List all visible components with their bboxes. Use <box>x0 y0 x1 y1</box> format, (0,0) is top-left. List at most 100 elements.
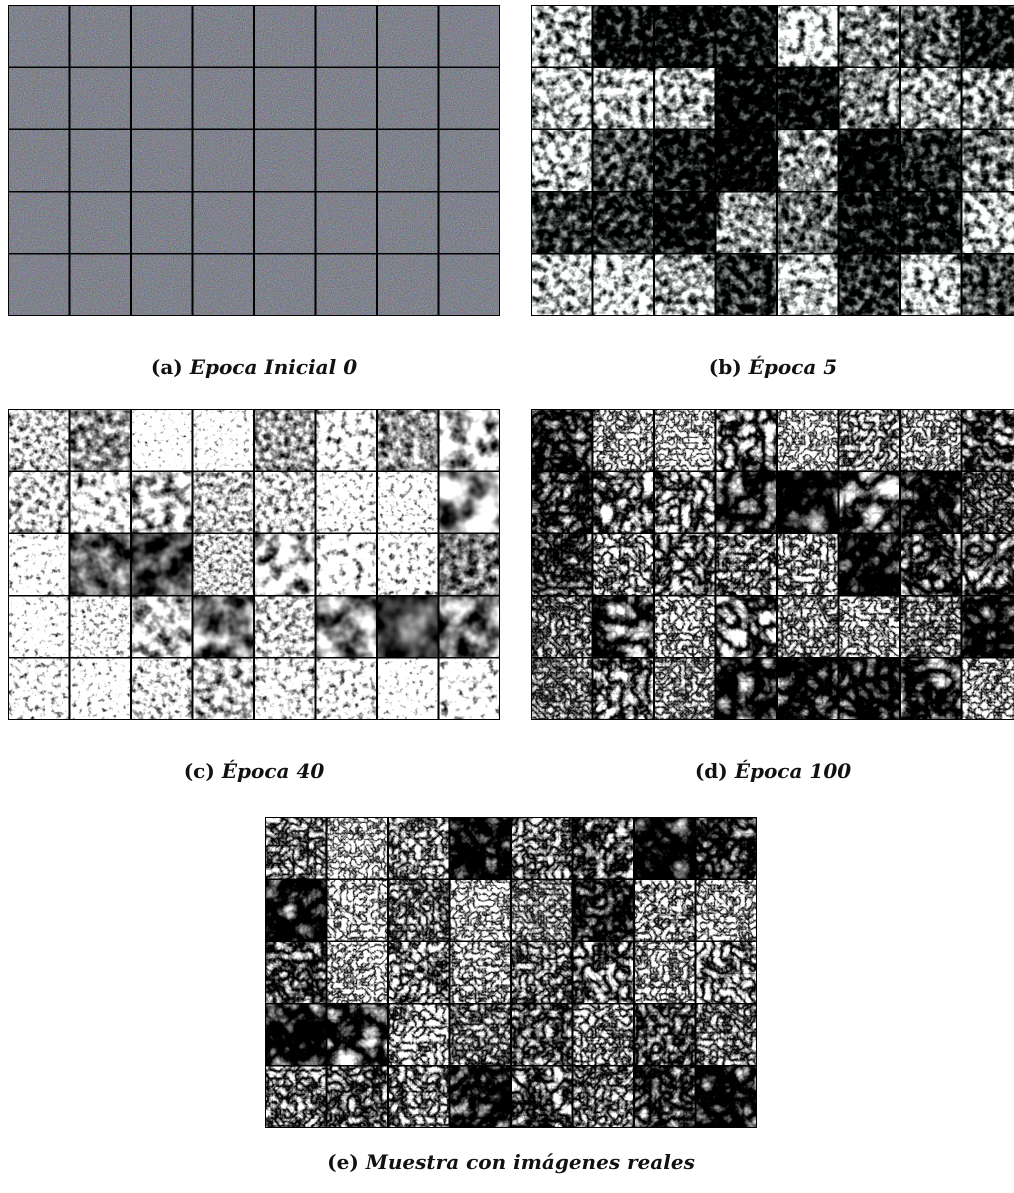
generated-image <box>840 130 900 190</box>
generated-image <box>194 6 254 66</box>
generated-image <box>594 6 654 66</box>
generated-image <box>451 880 511 940</box>
generated-image <box>963 193 1014 253</box>
generated-image <box>697 880 757 940</box>
generated-image <box>132 68 192 128</box>
caption-text: Muestra con imágenes reales <box>366 1150 695 1174</box>
generated-image <box>512 818 572 878</box>
generated-image <box>389 818 449 878</box>
generated-image <box>717 193 777 253</box>
generated-image <box>71 410 131 470</box>
generated-image <box>963 597 1014 657</box>
generated-image <box>9 659 69 719</box>
generated-image <box>635 818 695 878</box>
generated-image <box>717 597 777 657</box>
generated-image <box>697 942 757 1002</box>
generated-image <box>378 130 438 190</box>
generated-image <box>378 255 438 315</box>
caption: (c) Época 40 <box>8 759 500 783</box>
figure-page: (a) Epoca Inicial 0 (b) Época 5 (c) Époc… <box>0 0 1014 1193</box>
generated-image <box>378 597 438 657</box>
caption: (b) Época 5 <box>527 355 1014 379</box>
generated-image <box>901 255 961 315</box>
generated-image <box>132 410 192 470</box>
generated-image <box>317 193 377 253</box>
generated-image <box>255 6 315 66</box>
generated-image <box>901 597 961 657</box>
generated-image <box>317 6 377 66</box>
generated-image <box>532 255 592 315</box>
generated-image <box>901 410 961 470</box>
generated-image <box>840 534 900 594</box>
generated-image <box>266 818 326 878</box>
generated-image <box>840 193 900 253</box>
generated-image <box>963 68 1014 128</box>
generated-image <box>9 6 69 66</box>
generated-image <box>594 130 654 190</box>
generated-image <box>574 880 634 940</box>
generated-image <box>655 6 715 66</box>
generated-image <box>9 130 69 190</box>
generated-image <box>389 942 449 1002</box>
generated-image <box>635 942 695 1002</box>
generated-image <box>378 659 438 719</box>
generated-image <box>717 68 777 128</box>
generated-image <box>194 193 254 253</box>
generated-image <box>778 597 838 657</box>
generated-image <box>717 130 777 190</box>
generated-image <box>328 1067 388 1127</box>
generated-image <box>655 255 715 315</box>
generated-image <box>317 659 377 719</box>
generated-image <box>255 659 315 719</box>
generated-image <box>440 410 500 470</box>
generated-image <box>778 410 838 470</box>
generated-image <box>512 880 572 940</box>
generated-image <box>655 472 715 532</box>
generated-image <box>717 6 777 66</box>
generated-image <box>317 597 377 657</box>
generated-image <box>717 534 777 594</box>
generated-image <box>778 659 838 719</box>
generated-image <box>9 255 69 315</box>
generated-image <box>317 472 377 532</box>
generated-image <box>440 659 500 719</box>
generated-image <box>594 410 654 470</box>
generated-image <box>778 472 838 532</box>
generated-image <box>317 68 377 128</box>
generated-image <box>655 410 715 470</box>
generated-image <box>840 255 900 315</box>
generated-image <box>840 68 900 128</box>
generated-image <box>655 659 715 719</box>
generated-image <box>440 597 500 657</box>
caption-text: Época 40 <box>222 759 325 783</box>
generated-image <box>635 1005 695 1065</box>
generated-image <box>451 818 511 878</box>
generated-image <box>132 597 192 657</box>
generated-image <box>697 1005 757 1065</box>
generated-image <box>378 534 438 594</box>
generated-image <box>194 410 254 470</box>
generated-image <box>778 6 838 66</box>
generated-image <box>512 1067 572 1127</box>
generated-image <box>266 880 326 940</box>
generated-image <box>132 6 192 66</box>
generated-image <box>194 255 254 315</box>
generated-image <box>266 1067 326 1127</box>
generated-image <box>717 472 777 532</box>
generated-image <box>963 6 1014 66</box>
generated-image <box>389 1067 449 1127</box>
generated-image <box>255 68 315 128</box>
generated-image <box>378 472 438 532</box>
generated-image <box>132 534 192 594</box>
generated-image <box>255 255 315 315</box>
generated-image <box>697 818 757 878</box>
generated-image <box>778 68 838 128</box>
generated-image <box>717 659 777 719</box>
generated-image <box>635 880 695 940</box>
generated-image <box>194 534 254 594</box>
generated-image <box>71 659 131 719</box>
generated-image <box>717 410 777 470</box>
generated-image <box>901 472 961 532</box>
image-grid <box>8 409 500 720</box>
generated-image <box>901 6 961 66</box>
